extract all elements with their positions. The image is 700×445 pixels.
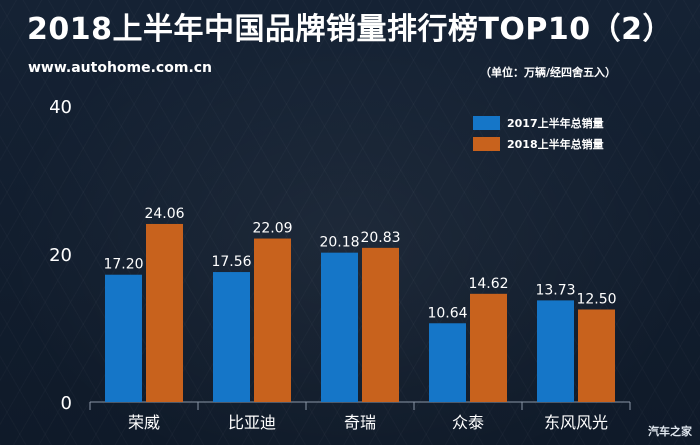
bar-2017 — [537, 300, 574, 402]
data-label: 13.73 — [535, 282, 575, 298]
x-tick-label: 众泰 — [452, 413, 484, 432]
y-tick-label: 40 — [49, 97, 72, 118]
legend: 2017上半年总销量 2018上半年总销量 — [473, 112, 604, 154]
legend-item-2017: 2017上半年总销量 — [473, 112, 604, 133]
watermark-logo: 汽车之家 — [648, 425, 692, 438]
x-tick-label: 荣威 — [128, 413, 160, 432]
x-tick-label: 奇瑞 — [344, 413, 376, 432]
bar-2018 — [470, 293, 507, 402]
data-label: 24.06 — [144, 206, 184, 222]
legend-swatch-2018 — [473, 136, 500, 151]
bar-2017 — [105, 274, 142, 402]
data-label: 10.64 — [427, 305, 467, 321]
source-url: www.autohome.com.cn — [28, 60, 213, 76]
data-label: 17.56 — [211, 254, 251, 270]
x-tick-label: 比亚迪 — [228, 413, 276, 432]
legend-label-2018: 2018上半年总销量 — [507, 137, 604, 151]
bar-2017 — [321, 252, 358, 402]
data-label: 20.83 — [360, 230, 400, 246]
bar-2018 — [146, 223, 183, 402]
bar-2018 — [254, 238, 291, 402]
bar-2018 — [362, 247, 399, 402]
bar-2017 — [429, 323, 466, 402]
bar-2018 — [578, 309, 615, 402]
data-label: 14.62 — [468, 276, 508, 292]
data-label: 22.09 — [252, 221, 292, 237]
y-tick-label: 20 — [49, 245, 72, 266]
legend-item-2018: 2018上半年总销量 — [473, 133, 604, 154]
unit-note: （单位：万辆/经四舍五入） — [480, 66, 617, 79]
x-tick-label: 东风风光 — [544, 413, 608, 432]
legend-label-2017: 2017上半年总销量 — [507, 116, 604, 130]
data-label: 12.50 — [576, 292, 616, 308]
chart-title: 2018上半年中国品牌销量排行榜TOP10（2） — [26, 12, 674, 47]
y-tick-label: 0 — [61, 393, 72, 414]
data-label: 17.20 — [103, 257, 143, 273]
legend-swatch-2017 — [473, 115, 500, 130]
bar-2017 — [213, 272, 250, 402]
data-label: 20.18 — [319, 235, 359, 251]
